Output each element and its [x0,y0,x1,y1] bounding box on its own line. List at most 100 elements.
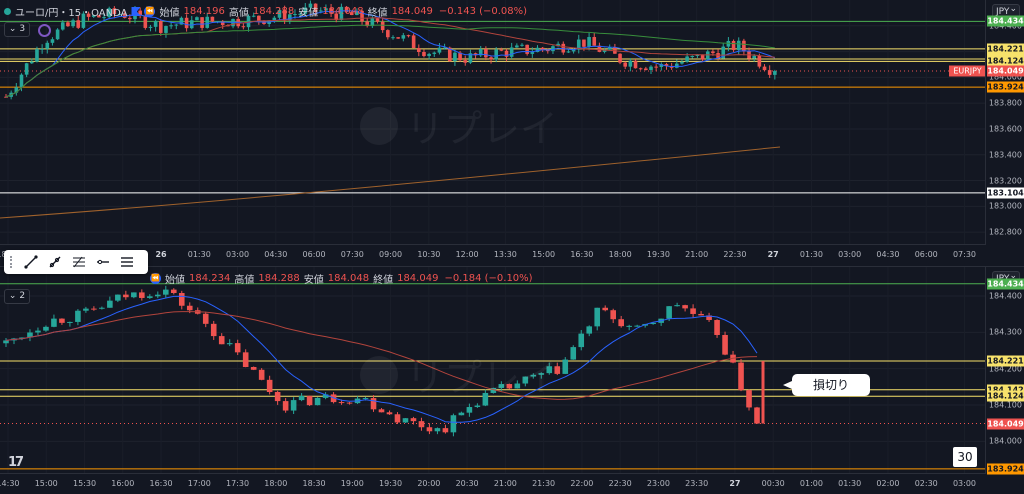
candle-body [210,16,215,22]
candle-body [458,52,462,61]
candle [594,307,601,331]
candle-body [313,3,318,12]
fib-tool-icon[interactable] [70,253,88,271]
ray-tool-icon[interactable] [46,253,64,271]
candle [554,362,561,376]
candle-body [401,35,406,39]
time-tick-label: 12:00 [455,250,479,259]
candle [618,53,622,65]
indicator-collapse-button[interactable]: ⌄ 2 [4,289,30,304]
candle-body [14,87,19,93]
candle-body [349,12,354,16]
price-level-label[interactable]: 184.142 [987,384,1024,396]
candle [220,19,225,29]
candle-body [189,20,194,29]
price-plot-top[interactable] [0,0,986,245]
symbol-title[interactable]: ユーロ/円・15・OANDA [15,8,128,19]
candle-body [468,53,473,63]
price-level-label[interactable]: 184.049 [987,65,1024,77]
candle-body [314,397,321,406]
candle-body [546,366,553,374]
candle [107,296,113,308]
time-tick-label: 21:00 [685,250,709,259]
candle-body [416,47,421,52]
menu-icon[interactable] [118,253,136,271]
stop-loss-callout[interactable]: 損切り [783,374,870,396]
price-level-label[interactable]: 183.104 [987,187,1024,199]
candle-body [682,305,688,309]
candle [277,7,282,20]
candle-body [155,294,161,297]
candle [623,61,628,70]
candle-body [365,21,370,27]
flag-icon[interactable] [131,7,141,16]
indicator-circle-icon[interactable] [38,24,51,37]
price-level-label[interactable]: 183.924 [987,463,1024,475]
toolbar-grip-handle[interactable] [10,256,16,268]
candle [234,339,241,356]
price-tick-label: 183.000 [988,201,1022,211]
candle-body [554,366,561,374]
candle [138,7,142,19]
time-tick-label: 04:30 [876,250,900,259]
candle-body [664,64,669,66]
candle-body [138,10,142,16]
candle [434,427,441,435]
interval-indicator[interactable]: 30 [953,447,977,467]
price-level-label[interactable]: 184.124 [987,55,1024,67]
time-axis-bottom[interactable]: 14:30 15:00 15:30 16:00 16:30 17:00 17:30 18:00… [0,473,986,494]
price-level-label[interactable]: 184.049 [987,418,1024,430]
candle-body [422,51,426,57]
candle [43,325,49,332]
candle-body [736,40,741,51]
price-level-label[interactable]: 184.124 [987,390,1024,402]
price-axis-bottom[interactable]: JPY 184.400184.300184.200184.100184.0001… [985,267,1024,494]
candle [722,331,728,356]
candle [638,67,643,71]
candle-body [91,308,97,310]
price-axis-top[interactable]: JPY 184.400184.200184.000183.800183.6001… [985,0,1024,265]
chart-pane-top[interactable]: リプレイ ユーロ/円・15・OANDA ⏪ 始値 184.196 高値 184.28… [0,0,1024,265]
trendline-tool-icon[interactable] [22,253,40,271]
time-axis-top[interactable]: 18:00 19:30 21:00 22:30 26 01:30 03:00 04:30 06:… [0,244,986,265]
candle-body [257,15,261,21]
indicator-collapse-button[interactable]: ⌄ 3 [4,22,30,37]
candle [76,15,81,30]
price-plot-bottom[interactable] [0,267,986,474]
tradingview-logo[interactable]: 17 [8,455,24,470]
price-level-label[interactable]: 184.221 [987,355,1024,367]
legend-bottom: ⏪ 始値 184.234 高値 184.288 安値 184.048 終値 184.04… [150,271,533,286]
candle [14,83,19,96]
currency-select[interactable]: JPY [992,2,1020,18]
chart-pane-bottom[interactable]: リプレイ ⏪ 始値 184.234 高値 184.288 安値 184.048 終値 1… [0,266,1024,494]
horizontal-line-tool-icon[interactable] [94,253,112,271]
candle [597,42,602,53]
replay-mode-icon[interactable]: ⏪ [144,6,156,17]
high-label: 高値 [234,275,255,286]
candle [117,11,122,16]
candle-body [153,20,158,27]
candle [60,20,65,31]
candle-body [386,30,390,38]
candle-body [644,68,648,70]
candle-body [520,44,524,46]
time-tick-label: 07:30 [340,250,364,259]
candle-body [308,3,313,8]
candle [530,373,537,379]
price-level-label[interactable]: 184.434 [987,278,1024,290]
candle [442,424,449,434]
candle-body [427,53,431,57]
replay-mode-icon[interactable]: ⏪ [150,273,161,284]
change-value: −0.184 (−0.10%) [444,273,533,284]
candle-body [722,334,728,355]
candle [298,393,305,402]
candle-body [91,15,96,17]
price-level-label[interactable]: 184.221 [987,43,1024,55]
candle-body [447,47,452,62]
candle-body [432,52,437,54]
candle [250,366,257,371]
candle [416,44,421,57]
price-level-label[interactable]: 183.924 [987,81,1024,93]
price-level-label[interactable]: 184.434 [987,15,1024,27]
candle [682,304,688,312]
